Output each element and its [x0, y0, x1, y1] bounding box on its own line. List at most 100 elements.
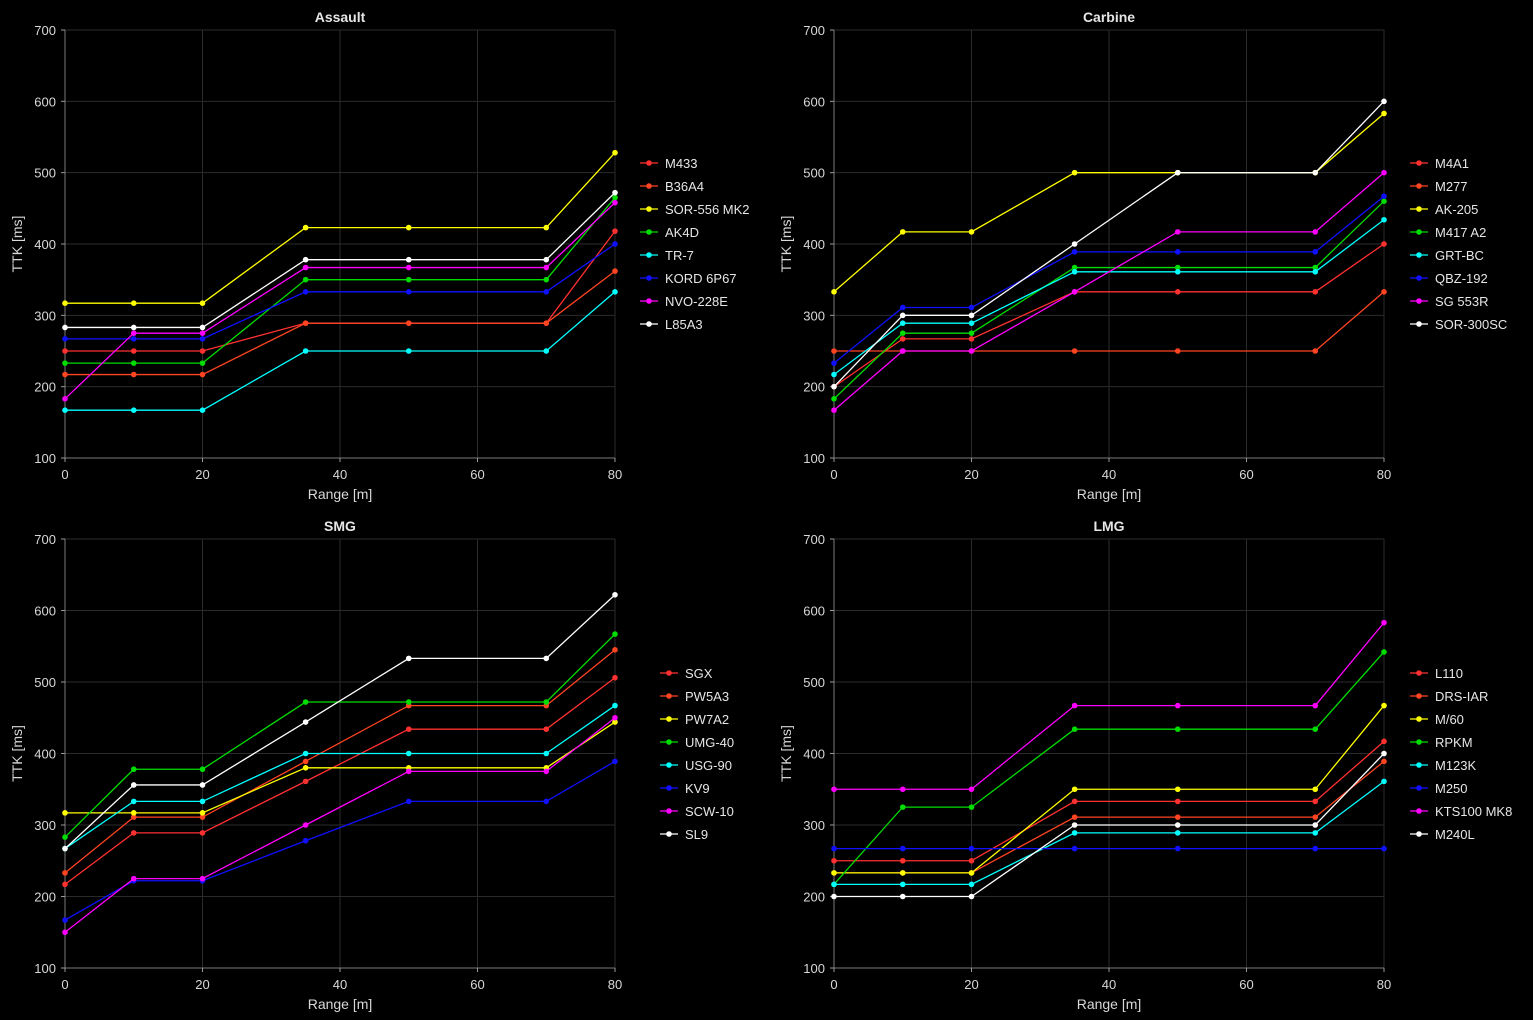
data-point-ak-205	[899, 229, 906, 235]
data-point-grt-bc	[1174, 269, 1181, 275]
legend-swatch-marker	[1416, 739, 1422, 745]
legend-swatch-marker	[666, 716, 672, 722]
data-point-sgx	[405, 726, 412, 732]
legend-label: SCW-10	[685, 804, 734, 819]
data-point-m417-a2	[831, 395, 837, 402]
x-tick-label: 60	[470, 467, 484, 482]
legend-label: DRS-IAR	[1435, 689, 1488, 704]
data-point-sor-300sc	[968, 312, 975, 319]
data-point-pw5a3	[62, 870, 68, 876]
data-point-m250	[968, 845, 975, 852]
data-point-grt-bc	[899, 320, 906, 326]
data-point-l85a3	[130, 324, 137, 331]
data-point-kts100-mk8	[899, 786, 906, 793]
data-point-scw-10	[62, 929, 68, 936]
x-tick-label: 20	[964, 467, 978, 482]
data-point-scw-10	[199, 875, 206, 882]
legend-label: USG-90	[685, 758, 732, 773]
data-point-kv9	[302, 837, 309, 844]
y-tick-label: 500	[803, 166, 825, 181]
data-point-drs-iar	[1174, 814, 1181, 820]
y-tick-label: 300	[803, 818, 825, 833]
data-point-l110	[1174, 798, 1181, 805]
data-point-usg-90	[130, 798, 137, 805]
data-point-m4a1	[968, 336, 975, 342]
legend-swatch-marker	[1416, 831, 1422, 837]
data-point-ak4d	[405, 276, 412, 283]
data-point-usg-90	[302, 750, 309, 757]
legend-swatch-marker	[1416, 716, 1422, 722]
data-point-m4a1	[1381, 241, 1387, 247]
data-point-sgx	[543, 726, 550, 732]
x-tick-label: 20	[195, 977, 209, 992]
x-tick-label: 60	[1239, 977, 1253, 992]
data-point-ak-205	[1071, 169, 1078, 176]
data-point-kord-6p67	[612, 241, 618, 247]
data-point-sgx	[130, 830, 137, 836]
data-point-m240l	[1174, 822, 1181, 828]
y-tick-label: 100	[34, 961, 56, 976]
x-tick-label: 20	[195, 467, 209, 482]
data-point-tr-7	[405, 348, 412, 354]
data-point-ak4d	[543, 276, 550, 283]
legend-label: PW5A3	[685, 689, 729, 704]
data-point-m123k	[968, 881, 975, 888]
legend-item-scw-10: SCW-10	[660, 804, 734, 819]
data-point-kv9	[405, 798, 412, 805]
y-tick-label: 300	[34, 308, 56, 323]
x-tick-label: 80	[1377, 977, 1391, 992]
legend-swatch-marker	[1416, 670, 1422, 676]
legend-item-m277: M277	[1410, 179, 1468, 194]
data-point-b36a4	[199, 371, 206, 378]
data-point-nvo-228e	[302, 264, 309, 271]
data-point-m250	[1174, 845, 1181, 852]
legend-item-l85a3: L85A3	[640, 317, 703, 332]
data-point-grt-bc	[1071, 269, 1078, 275]
y-axis-label: TTK [ms]	[9, 725, 25, 782]
data-point-pw5a3	[130, 814, 137, 820]
y-tick-label: 600	[34, 94, 56, 109]
data-point-l110	[831, 857, 837, 864]
data-point-m277	[1174, 348, 1181, 354]
data-point-umg-40	[302, 699, 309, 705]
legend-label: SOR-556 MK2	[665, 202, 750, 217]
y-tick-label: 200	[34, 380, 56, 395]
data-point-kord-6p67	[130, 336, 137, 342]
data-point-rpkm	[1381, 649, 1387, 655]
data-point-qbz-192	[1381, 193, 1387, 200]
legend-swatch-marker	[666, 785, 672, 791]
data-point-kord-6p67	[543, 288, 550, 295]
chart-panel-lmg: 0 20 40 60 80 100 200 300 400 500 600 700 LMG Range […	[778, 518, 1512, 1012]
data-point-m4a1	[1312, 288, 1319, 295]
data-point-m417-a2	[1174, 264, 1181, 271]
legend-label: M/60	[1435, 712, 1464, 727]
x-tick-label: 40	[333, 467, 347, 482]
data-point-ak-205	[968, 229, 975, 235]
data-point-m277	[1312, 348, 1319, 354]
data-point-nvo-228e	[62, 395, 68, 402]
legend-label: B36A4	[665, 179, 704, 194]
data-point-rpkm	[1071, 726, 1078, 732]
data-point-sg-553r	[968, 348, 975, 354]
data-point-qbz-192	[1071, 249, 1078, 255]
data-point-m250	[899, 845, 906, 852]
legend-swatch-marker	[646, 160, 652, 166]
data-point-m250	[1312, 845, 1319, 852]
legend-item-tr-7: TR-7	[640, 248, 694, 263]
data-point-kord-6p67	[302, 288, 309, 295]
data-point-sg-553r	[899, 348, 906, 354]
data-point-ak4d	[62, 360, 68, 366]
legend-label: M240L	[1435, 827, 1475, 842]
y-tick-label: 700	[803, 532, 825, 547]
data-point-sor-300sc	[1071, 241, 1078, 247]
data-point-kord-6p67	[62, 336, 68, 342]
legend-label: M433	[665, 156, 698, 171]
data-point-m-60	[1312, 786, 1319, 793]
data-point-kts100-mk8	[1071, 702, 1078, 709]
legend-swatch-marker	[1416, 252, 1422, 258]
data-point-tr-7	[543, 348, 550, 354]
y-tick-label: 200	[803, 380, 825, 395]
data-point-tr-7	[199, 407, 206, 414]
x-tick-label: 40	[1102, 977, 1116, 992]
data-point-grt-bc	[968, 320, 975, 326]
